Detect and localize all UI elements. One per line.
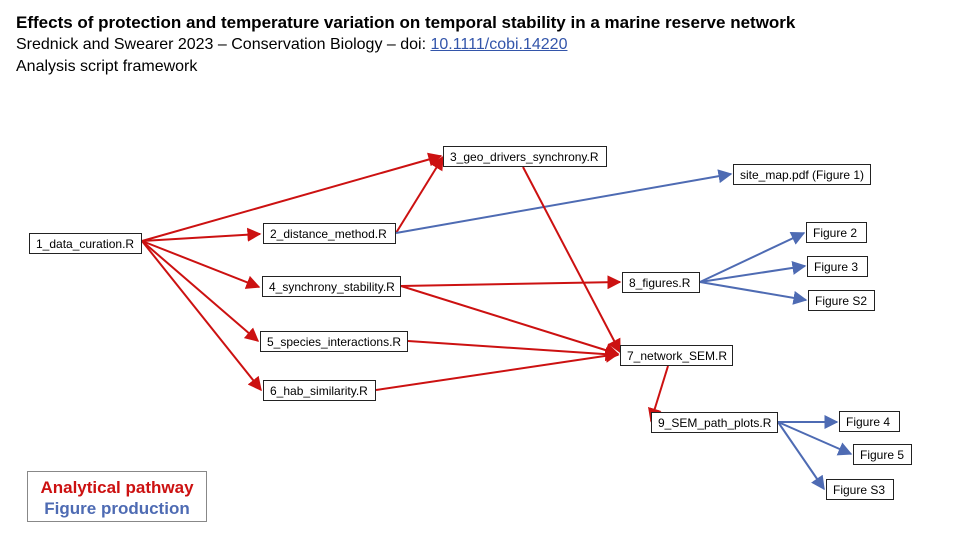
output-figure-4[interactable]: Figure 4 xyxy=(839,411,900,432)
page-title: Effects of protection and temperature va… xyxy=(16,13,796,32)
node-sem-path-plots[interactable]: 9_SEM_path_plots.R xyxy=(651,412,778,433)
arrow-n7-to-n9 xyxy=(648,365,669,423)
arrow-n8-to-fig2 xyxy=(699,232,806,283)
node-distance-method[interactable]: 2_distance_method.R xyxy=(263,223,396,244)
output-figure-3[interactable]: Figure 3 xyxy=(807,256,868,277)
node-hab-similarity[interactable]: 6_hab_similarity.R xyxy=(263,380,376,401)
node-figures[interactable]: 8_figures.R xyxy=(622,272,700,293)
arrow-n9-to-fig5 xyxy=(777,421,853,456)
node-geo-drivers-synchrony[interactable]: 3_geo_drivers_synchrony.R xyxy=(443,146,607,167)
arrow-n5-to-n7 xyxy=(407,340,620,362)
legend-analytical-pathway: Analytical pathway xyxy=(40,478,194,497)
doi-link[interactable]: 10.1111/cobi.14220 xyxy=(430,36,568,53)
citation-line: Srednick and Swearer 2023 – Conservation… xyxy=(16,36,567,54)
arrow-n1-to-n5 xyxy=(141,240,260,342)
arrow-n9-to-figS3 xyxy=(777,421,825,491)
output-figure-s3[interactable]: Figure S3 xyxy=(826,479,894,500)
node-network-sem[interactable]: 7_network_SEM.R xyxy=(620,345,733,366)
arrow-n1-to-n6 xyxy=(141,240,262,392)
node-synchrony-stability[interactable]: 4_synchrony_stability.R xyxy=(262,276,401,297)
output-figure-5[interactable]: Figure 5 xyxy=(853,444,912,465)
arrow-n8-to-fig3 xyxy=(699,260,807,283)
arrow-n6-to-n7 xyxy=(375,348,620,391)
output-figure-s2[interactable]: Figure S2 xyxy=(808,290,875,311)
arrow-n3-to-n7 xyxy=(522,166,621,354)
arrow-n8-to-figS2 xyxy=(699,281,808,305)
arrow-n1-to-n3 xyxy=(141,152,443,242)
arrow-n2-to-n3 xyxy=(395,155,444,234)
legend: Analytical pathway Figure production xyxy=(27,471,207,522)
arrow-n4-to-n8 xyxy=(400,275,622,290)
arrow-n1-to-n4 xyxy=(141,240,261,289)
arrow-n4-to-n7 xyxy=(400,285,620,357)
page-subtitle: Analysis script framework xyxy=(16,58,198,75)
citation-text: Srednick and Swearer 2023 – Conservation… xyxy=(16,36,431,53)
node-species-interactions[interactable]: 5_species_interactions.R xyxy=(260,331,408,352)
arrow-n1-to-n2 xyxy=(141,227,262,242)
node-data-curation[interactable]: 1_data_curation.R xyxy=(29,233,142,254)
output-site-map[interactable]: site_map.pdf (Figure 1) xyxy=(733,164,871,185)
output-figure-2[interactable]: Figure 2 xyxy=(806,222,867,243)
legend-figure-production: Figure production xyxy=(44,499,190,518)
arrow-n2-to-site_map xyxy=(395,169,733,234)
